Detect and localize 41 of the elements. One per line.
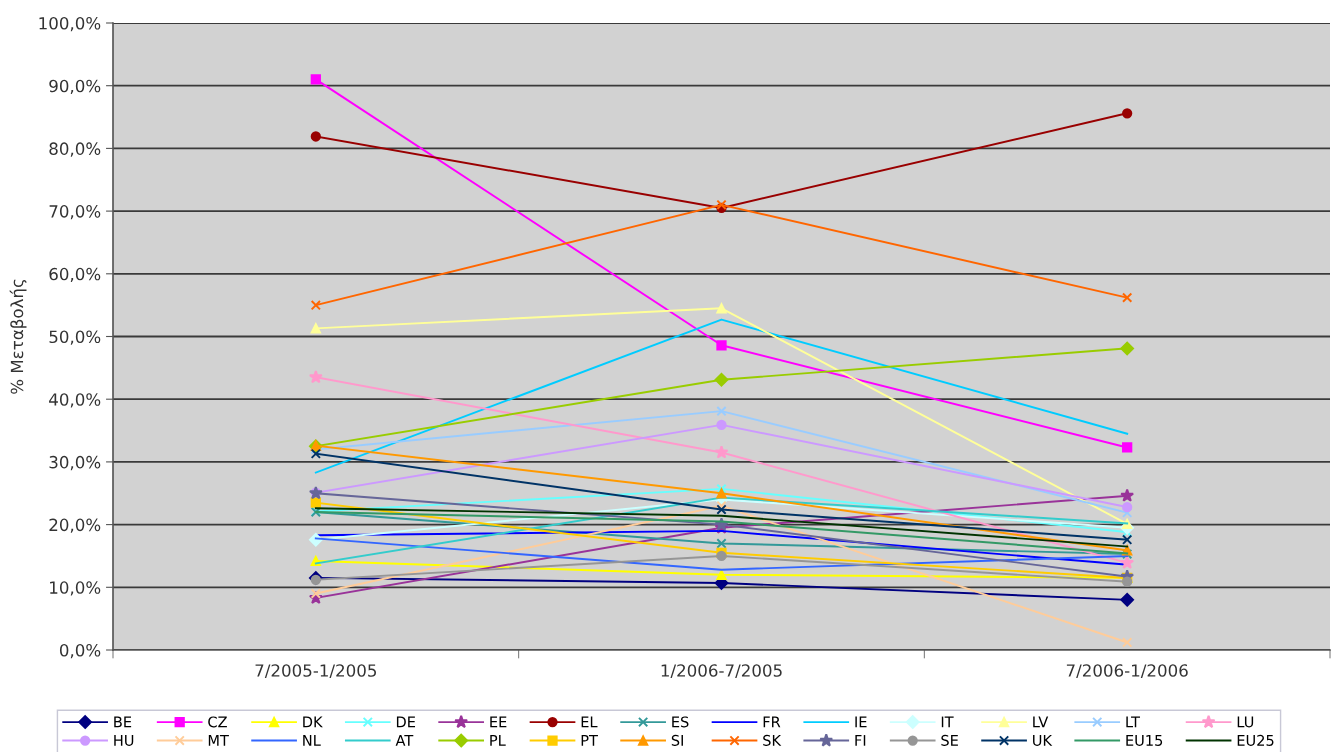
y-tick-label: 60,0%	[49, 267, 101, 283]
legend-label: LV	[1033, 716, 1049, 728]
legend-label: MT	[208, 735, 229, 746]
legend-label: EU15	[1126, 735, 1163, 746]
legend-label: IE	[855, 716, 867, 728]
y-tick-label: 10,0%	[50, 581, 101, 596]
legend-label: SI	[671, 734, 683, 746]
x-tick-label: 7/2006-1/2006	[1066, 664, 1188, 679]
legend-label: FI	[855, 735, 866, 746]
y-tick-label: 20,0%	[49, 518, 101, 533]
legend-label: NL	[303, 735, 321, 746]
x-tick-label: 1/2006-7/2005	[661, 664, 782, 679]
legend-label: UK	[1033, 735, 1053, 746]
y-tick-label: 30,0%	[49, 455, 101, 471]
y-tick-label: 40,0%	[49, 393, 101, 408]
legend-label: HU	[114, 735, 134, 746]
legend-label: ES	[672, 716, 689, 728]
legend-label: FR	[763, 716, 781, 728]
y-tick-label: 80,0%	[49, 142, 101, 157]
legend-label: SK	[763, 734, 782, 746]
legend-label: AT	[395, 735, 414, 746]
legend-label: EL	[581, 716, 598, 728]
legend-label: IT	[941, 716, 954, 728]
legend-label: CZ	[208, 716, 227, 728]
y-tick-label: 50,0%	[49, 330, 101, 345]
legend-label: EU25	[1237, 734, 1274, 746]
legend-label: PT	[581, 735, 598, 746]
y-tick-label: 0,0%	[59, 643, 101, 659]
legend-label: EE	[490, 716, 507, 728]
legend-label: DK	[303, 716, 323, 728]
legend-label: LT	[1126, 716, 1141, 728]
legend-label: SE	[941, 734, 958, 746]
legend-label: PL	[490, 735, 506, 746]
legend-label: LU	[1237, 716, 1254, 728]
legend-label: BE	[114, 716, 132, 728]
y-tick-label: 70,0%	[49, 205, 101, 220]
x-tick-label: 7/2005-1/2005	[255, 664, 377, 679]
legend-label: DE	[396, 716, 416, 728]
y-axis-title: % Μεταβολής	[9, 279, 27, 394]
y-tick-label: 100,0%	[39, 16, 101, 32]
y-tick-label: 90,0%	[49, 79, 101, 94]
